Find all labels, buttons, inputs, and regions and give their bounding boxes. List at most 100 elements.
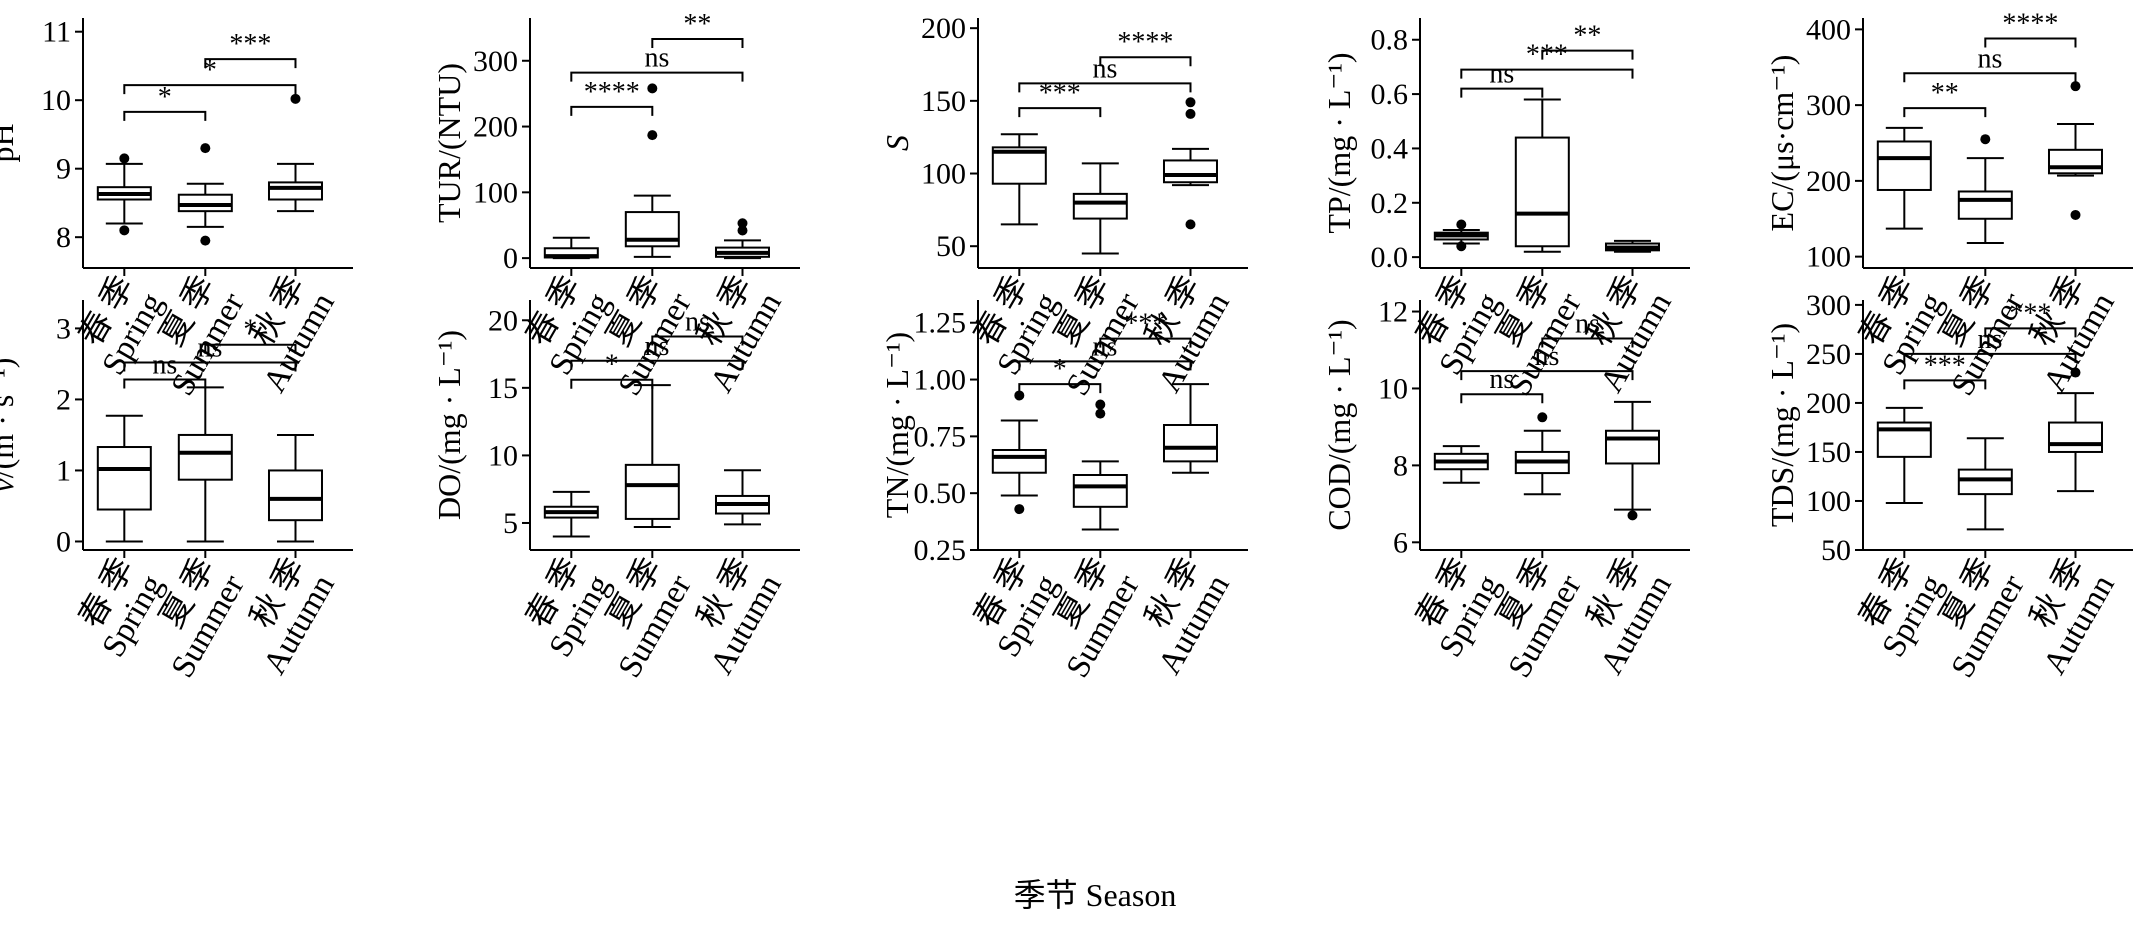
chart-panel: 0.00.20.40.60.8TP/(mg · L⁻¹) ns*****春 季Sp…: [1321, 18, 1690, 402]
y-tick-label: 150: [921, 85, 966, 118]
bracket-line: [1460, 393, 1544, 404]
y-tick-label: 20: [488, 304, 518, 337]
significance-label: ns: [1092, 331, 1117, 362]
y-tick-label: 100: [1806, 485, 1851, 518]
box: [991, 133, 1047, 226]
y-axis-label: v/(m · s⁻¹): [0, 358, 20, 493]
significance-label: *: [1053, 354, 1067, 385]
significance-bracket: *: [123, 55, 297, 95]
y-axis-label: EC/(μs·cm⁻¹): [1764, 55, 1800, 232]
box: [267, 93, 323, 213]
y-tick-label: 0.2: [1371, 187, 1409, 220]
box: [1604, 400, 1660, 521]
y-axis-label: DO/(mg · L⁻¹): [431, 330, 467, 520]
y-tick-label: 300: [473, 45, 518, 78]
y-tick-label: 3: [56, 312, 71, 345]
significance-bracket: *: [123, 82, 207, 121]
iqr-box: [624, 463, 680, 520]
significance-bracket: **: [651, 9, 744, 49]
y-axis-label: S: [879, 135, 915, 151]
y-tick-label: 250: [1806, 338, 1851, 371]
bracket-line: [1984, 327, 2077, 338]
box: [1514, 412, 1570, 496]
box: [714, 469, 770, 526]
outlier-point: [647, 83, 658, 94]
box: [1957, 437, 2013, 531]
outlier-point: [2070, 81, 2081, 92]
significance-label: *: [158, 82, 172, 113]
significance-label: ****: [2002, 8, 2058, 39]
significance-label: ***: [229, 29, 271, 60]
box: [1604, 239, 1660, 253]
iqr-box: [2047, 148, 2103, 175]
significance-label: *: [203, 55, 217, 86]
significance-bracket: ****: [1984, 8, 2077, 48]
iqr-box: [2047, 421, 2103, 453]
box: [543, 490, 599, 538]
y-tick-label: 50: [1821, 534, 1851, 567]
significance-label: ns: [685, 306, 710, 337]
x-tick-label: 春 季Spring: [65, 552, 170, 664]
box: [624, 384, 680, 529]
y-tick-label: 8: [1393, 449, 1408, 482]
outlier-point: [1980, 134, 1991, 145]
significance-bracket: ns: [1018, 53, 1192, 93]
y-tick-label: 100: [473, 176, 518, 209]
significance-bracket: ****: [1099, 27, 1192, 67]
outlier-point: [2070, 367, 2081, 378]
iqr-box: [1604, 429, 1660, 465]
box: [2047, 367, 2103, 493]
bracket-line: [570, 71, 744, 82]
y-tick-label: 300: [1806, 89, 1851, 122]
bracket-line: [1460, 87, 1544, 98]
x-tick-label: 春 季Spring: [1845, 552, 1950, 664]
significance-label: ns: [644, 43, 669, 74]
bracket-line: [651, 335, 744, 346]
box: [177, 386, 233, 543]
outlier-point: [737, 225, 748, 236]
box: [714, 218, 770, 260]
y-axis-label: TDS/(mg · L⁻¹): [1764, 323, 1800, 527]
y-tick-label: 10: [1378, 372, 1408, 405]
significance-label: *: [243, 315, 257, 346]
y-tick-label: 0.6: [1371, 78, 1409, 111]
box: [1433, 219, 1489, 252]
iqr-box: [177, 433, 233, 481]
bracket-line: [1018, 82, 1192, 93]
outlier-point: [2070, 209, 2081, 220]
box: [1162, 97, 1218, 230]
box: [96, 414, 152, 543]
significance-label: ***: [1526, 40, 1568, 71]
outlier-point: [1537, 412, 1548, 423]
box: [267, 433, 323, 543]
bracket-line: [1460, 68, 1634, 79]
box: [177, 143, 233, 246]
bracket-line: [570, 105, 654, 116]
bracket-line: [1984, 37, 2077, 48]
box: [2047, 81, 2103, 220]
box: [1876, 406, 1932, 504]
significance-label: ***: [1124, 309, 1166, 340]
y-tick-label: 2: [56, 383, 71, 416]
box: [1433, 445, 1489, 484]
box: [1072, 162, 1128, 255]
outlier-point: [1456, 241, 1467, 252]
significance-bracket: ***: [1984, 298, 2077, 338]
significance-bracket: ns: [651, 306, 744, 346]
box: [1072, 399, 1128, 531]
significance-bracket: ns: [1903, 43, 2077, 83]
iqr-box: [1162, 424, 1218, 463]
x-tick-label: 春 季Spring: [1402, 552, 1507, 664]
box: [991, 390, 1047, 515]
significance-bracket: ns: [1460, 364, 1544, 404]
significance-bracket: ***: [1460, 40, 1634, 79]
outlier-point: [1185, 108, 1196, 119]
bracket-line: [1018, 360, 1192, 371]
bracket-line: [1541, 337, 1634, 348]
bracket-line: [1018, 107, 1102, 118]
significance-bracket: ns: [1460, 59, 1544, 98]
outlier-point: [200, 143, 211, 154]
bracket-line: [123, 378, 207, 389]
